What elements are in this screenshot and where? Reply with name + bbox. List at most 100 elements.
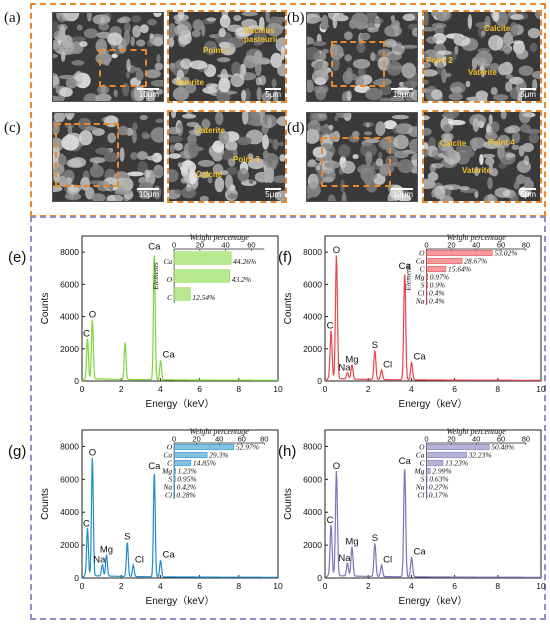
sem-image-c-zoom: 5μm <box>167 110 287 203</box>
sem-image-a-zoom: 5μm <box>167 10 287 103</box>
x-tick-label: 4 <box>158 581 163 591</box>
inset-element-label: O <box>419 248 425 257</box>
inset-tick-label: 80 <box>260 435 268 444</box>
x-tick-label: 6 <box>452 581 457 591</box>
inset-bar <box>173 287 191 301</box>
y-tick-label: 8000 <box>60 441 79 451</box>
x-tick-label: 4 <box>409 384 414 394</box>
y-axis-label: Counts <box>40 293 51 325</box>
y-tick-label: 6000 <box>60 474 79 484</box>
roi-box-b <box>331 41 385 87</box>
inset-bar <box>426 281 428 289</box>
peak-label: Cl <box>135 554 144 565</box>
inset-tick-label: 20 <box>447 435 455 444</box>
scale-bar-b-left <box>391 88 413 90</box>
y-tick-label: 2000 <box>303 540 322 550</box>
inset-value-label: 0.9% <box>430 280 446 289</box>
peak-label: S <box>372 533 378 544</box>
eds-chart-h: (h) 0 2000 4000 6000 8000 0 2 4 6 8 10 Energy（keV） Co… <box>278 427 546 607</box>
inset-element-label: Ca <box>416 256 425 265</box>
x-tick-label: 4 <box>158 384 163 394</box>
peak-label: S <box>372 340 378 351</box>
panel-label: (f) <box>278 249 292 266</box>
inset-bar <box>173 251 232 265</box>
y-tick-label: 4000 <box>60 312 79 322</box>
x-tick-label: 2 <box>366 384 371 394</box>
annotation-vaterite-d: Vaterite <box>462 166 491 175</box>
inset-element-label: S <box>168 474 172 483</box>
peak-label: Ca <box>399 261 412 272</box>
y-tick-label: 0 <box>74 573 79 583</box>
panel-label: (e) <box>8 249 26 266</box>
inset-bar <box>426 273 428 281</box>
sem-image-c-overview: 10μm <box>52 112 164 202</box>
x-axis-label: Energy（keV） <box>399 398 468 410</box>
y-tick-label: 8000 <box>303 441 322 451</box>
inset-bar <box>173 475 176 483</box>
scale-label-d-right: 5μm <box>520 190 536 199</box>
peak-label: C <box>83 518 90 529</box>
y-tick-label: 0 <box>317 376 322 386</box>
annotation-point-4: Point 4 <box>488 138 515 147</box>
inset-bar <box>426 475 428 483</box>
peak-label: Cl <box>383 554 392 565</box>
inset-bar <box>173 269 231 283</box>
inset-element-label: Mg <box>161 466 172 475</box>
sem-image-d-overview: 10μm <box>306 112 418 202</box>
peak-label: Mg <box>345 536 358 547</box>
scale-label-b-right: 5μm <box>520 90 536 99</box>
y-tick-label: 8000 <box>60 247 79 257</box>
x-tick-label: 8 <box>495 581 500 591</box>
inset-title: Weight percentage <box>447 233 507 242</box>
inset-bar <box>426 483 428 491</box>
inset-bar <box>173 459 192 467</box>
y-tick-label: 2000 <box>303 344 322 354</box>
peak-label: O <box>333 461 340 472</box>
x-tick-label: 10 <box>273 384 283 394</box>
inset-bar <box>426 443 490 451</box>
inset-value-label: 44.26% <box>233 257 256 266</box>
peak-label: O <box>89 309 96 320</box>
y-axis-label: Counts <box>40 488 51 520</box>
peak-label: Ca <box>163 550 176 561</box>
peak-label: C <box>327 515 334 526</box>
annotation-calcite-c: Calcite <box>196 170 223 179</box>
scale-label-b-left: 10μm <box>392 90 413 99</box>
spectrum-line <box>81 457 278 579</box>
annotation-calcite-d: Calcite <box>440 139 467 148</box>
y-axis-label: Counts <box>283 293 294 325</box>
scale-bar-c-left <box>137 188 159 190</box>
inset-value-label: 28.67% <box>464 256 487 265</box>
x-tick-label: 0 <box>323 581 328 591</box>
plot-frame <box>81 235 279 382</box>
eds-chart-g: (g) 0 2000 4000 6000 8000 0 2 4 6 8 10 Energy（keV） Co… <box>8 427 283 607</box>
sem-texture <box>424 12 540 101</box>
inset-tick-label: 20 <box>447 241 455 250</box>
inset-value-label: 12.54% <box>192 293 215 302</box>
scale-bar-a-left <box>137 88 159 90</box>
y-tick-label: 6000 <box>303 279 322 289</box>
inset-element-label: O <box>419 442 425 451</box>
inset-tick-label: 60 <box>247 241 255 250</box>
spectrum-line <box>324 469 541 579</box>
inset-element-label: Na <box>415 296 425 305</box>
x-tick-label: 8 <box>236 581 241 591</box>
peak-label: Mg <box>345 355 358 366</box>
inset-bar <box>426 257 463 265</box>
inset-value-label: 0.4% <box>429 288 445 297</box>
inset-value-label: 0.95% <box>177 474 196 483</box>
panel-label-a: (a) <box>4 10 21 26</box>
inset-value-label: 0.63% <box>429 474 448 483</box>
inset-bar <box>426 491 428 499</box>
annotation-point-3: Point 3 <box>233 155 260 164</box>
roi-box-a <box>99 49 147 87</box>
inset-value-label: 32.23% <box>468 450 492 459</box>
panel-label-d: (d) <box>287 120 305 136</box>
x-tick-label: 10 <box>536 384 546 394</box>
scale-label-c-left: 10μm <box>138 190 159 199</box>
scale-label-a-left: 10μm <box>138 90 159 99</box>
inset-y-label: Elements <box>151 262 160 291</box>
inset-bar <box>173 443 235 451</box>
annotation-vaterite-a: Vaterite <box>175 78 204 87</box>
